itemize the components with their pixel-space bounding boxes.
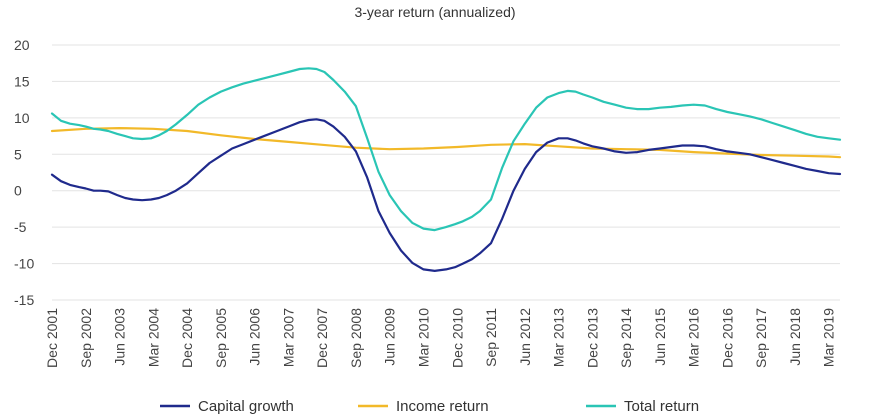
chart-title: 3-year return (annualized)	[354, 4, 515, 20]
x-tick-label: Sep 2017	[753, 308, 769, 368]
x-tick-label: Jun 2003	[112, 308, 128, 366]
y-tick-label: 15	[14, 73, 30, 89]
x-tick-label: Dec 2007	[314, 308, 330, 368]
x-tick-label: Sep 2008	[348, 308, 364, 368]
y-tick-label: 0	[14, 183, 22, 199]
series-line-income-return	[50, 127, 842, 159]
x-tick-label: Jun 2006	[247, 308, 263, 366]
x-tick-label: Jun 2018	[787, 308, 803, 366]
x-tick-label: Sep 2005	[213, 308, 229, 368]
grid-layer	[52, 44, 840, 301]
x-tick-label: Sep 2011	[483, 308, 499, 367]
x-tick-label: Dec 2001	[44, 308, 60, 368]
y-tick-label: -5	[14, 219, 27, 235]
x-tick-label: Mar 2004	[145, 308, 161, 367]
x-tick-label: Dec 2010	[449, 308, 465, 368]
series-line-capital-growth	[50, 118, 842, 272]
x-tick-label: Mar 2016	[686, 308, 702, 367]
y-tick-label: 20	[14, 37, 30, 53]
y-axis: 20 15 10 5 0 -5 -10 -15	[14, 37, 34, 308]
x-tick-label: Mar 2007	[280, 308, 296, 367]
legend: Capital growth Income return Total return	[160, 398, 699, 415]
legend-item-total-return: Total return	[586, 398, 699, 415]
x-tick-label: Jun 2009	[382, 308, 398, 366]
x-tick-label: Jun 2015	[652, 308, 668, 366]
legend-label: Income return	[396, 398, 489, 415]
x-tick-label: Mar 2019	[821, 308, 837, 367]
x-tick-label: Mar 2010	[415, 308, 431, 367]
x-tick-label: Jun 2012	[517, 308, 533, 366]
x-tick-label: Dec 2016	[719, 308, 735, 368]
legend-label: Capital growth	[198, 398, 294, 415]
x-tick-label: Dec 2013	[584, 308, 600, 368]
legend-item-capital-growth: Capital growth	[160, 398, 294, 415]
x-tick-label: Sep 2014	[618, 308, 634, 368]
x-tick-label: Mar 2013	[551, 308, 567, 367]
series-line-total-return	[50, 67, 842, 232]
legend-label: Total return	[624, 398, 699, 415]
x-tick-label: Sep 2002	[78, 308, 94, 368]
y-tick-label: -10	[14, 256, 34, 272]
x-tick-label: Dec 2004	[179, 308, 195, 368]
y-tick-label: 5	[14, 146, 22, 162]
y-tick-label: 10	[14, 110, 30, 126]
legend-item-income-return: Income return	[358, 398, 489, 415]
x-axis: Dec 2001 Sep 2002 Jun 2003 Mar 2004 Dec 2004…	[44, 308, 837, 368]
y-tick-label: -15	[14, 292, 34, 308]
series-layer	[50, 67, 842, 272]
